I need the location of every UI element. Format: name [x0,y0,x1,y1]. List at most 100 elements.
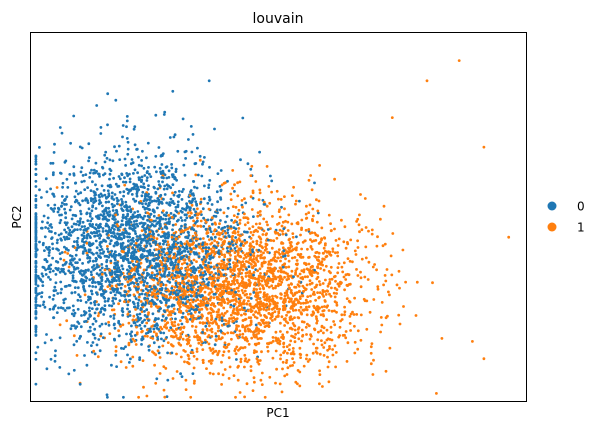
scatter-point-0 [158,195,162,198]
scatter-point-1 [207,334,211,337]
scatter-point-0 [116,202,119,206]
scatter-point-1 [267,297,271,301]
scatter-point-1 [209,295,213,299]
scatter-point-0 [217,273,221,276]
scatter-point-0 [62,298,66,302]
scatter-point-0 [178,252,182,256]
scatter-point-0 [142,238,145,242]
scatter-point-0 [177,195,181,199]
scatter-point-0 [140,221,143,225]
scatter-point-1 [268,279,272,282]
scatter-point-1 [298,370,302,374]
scatter-point-0 [103,160,107,164]
scatter-point-1 [186,353,190,357]
scatter-point-0 [63,272,67,276]
scatter-point-1 [323,290,327,293]
scatter-point-0 [86,254,89,257]
scatter-point-1 [382,204,386,208]
scatter-point-0 [72,324,76,328]
scatter-point-1 [379,217,382,221]
scatter-point-1 [192,258,196,262]
scatter-point-0 [164,287,168,290]
scatter-point-1 [222,345,226,349]
scatter-point-1 [195,350,199,353]
scatter-point-1 [385,268,389,271]
scatter-point-1 [258,287,262,291]
scatter-point-0 [183,226,187,230]
scatter-point-0 [38,146,41,149]
scatter-point-0 [108,283,111,287]
scatter-point-1 [320,339,323,342]
scatter-point-1 [126,280,130,284]
scatter-point-1 [318,373,322,376]
scatter-point-0 [36,345,40,349]
scatter-point-1 [302,364,306,368]
scatter-point-0 [74,214,78,218]
scatter-point-1 [215,322,219,326]
scatter-point-1 [333,309,336,313]
scatter-point-1 [223,301,227,304]
scatter-point-0 [58,252,62,256]
scatter-point-1 [175,370,179,373]
scatter-point-1 [304,298,308,302]
scatter-point-0 [130,324,133,328]
scatter-point-1 [320,325,324,329]
scatter-point-1 [289,339,293,343]
scatter-point-0 [150,266,154,270]
scatter-point-1 [273,275,277,279]
scatter-point-0 [118,237,122,241]
scatter-point-0 [190,266,193,270]
scatter-point-1 [294,202,297,206]
scatter-point-1 [309,294,312,298]
scatter-point-0 [72,114,76,118]
scatter-point-0 [124,345,127,349]
scatter-point-1 [310,247,314,251]
scatter-point-0 [94,207,98,210]
scatter-point-0 [176,205,180,209]
scatter-point-0 [171,183,175,187]
scatter-point-1 [265,324,268,328]
scatter-point-1 [217,237,221,241]
scatter-point-0 [199,200,203,204]
scatter-point-1 [389,254,393,258]
scatter-point-0 [282,227,286,231]
scatter-point-1 [211,302,214,305]
scatter-point-1 [318,369,321,373]
scatter-point-1 [380,323,384,327]
scatter-point-1 [281,246,285,250]
scatter-point-1 [274,231,278,235]
scatter-point-0 [96,265,100,268]
scatter-point-0 [121,200,124,204]
scatter-point-1 [194,237,198,241]
scatter-point-0 [116,220,120,224]
scatter-point-1 [364,256,368,260]
scatter-point-1 [306,322,309,326]
scatter-point-1 [280,315,284,319]
scatter-point-1 [186,272,190,276]
scatter-point-1 [203,290,207,294]
scatter-point-1 [315,283,319,287]
scatter-point-1 [301,294,305,298]
scatter-point-0 [135,235,139,238]
scatter-point-0 [206,201,210,205]
scatter-point-0 [103,254,107,258]
scatter-point-1 [266,345,269,349]
scatter-point-1 [241,332,245,336]
scatter-point-0 [210,237,214,241]
scatter-point-0 [71,279,75,282]
scatter-point-1 [273,267,277,271]
scatter-point-1 [227,377,231,380]
scatter-point-1 [219,285,223,289]
scatter-point-0 [122,190,126,194]
scatter-point-1 [185,319,189,322]
scatter-point-1 [370,342,374,345]
scatter-point-1 [157,214,161,217]
scatter-point-0 [100,284,104,288]
scatter-point-1 [262,229,266,233]
scatter-point-1 [249,365,253,368]
scatter-point-0 [158,166,162,170]
scatter-point-0 [59,280,63,284]
scatter-point-0 [163,235,167,238]
scatter-point-0 [150,274,154,277]
scatter-point-1 [300,247,303,251]
